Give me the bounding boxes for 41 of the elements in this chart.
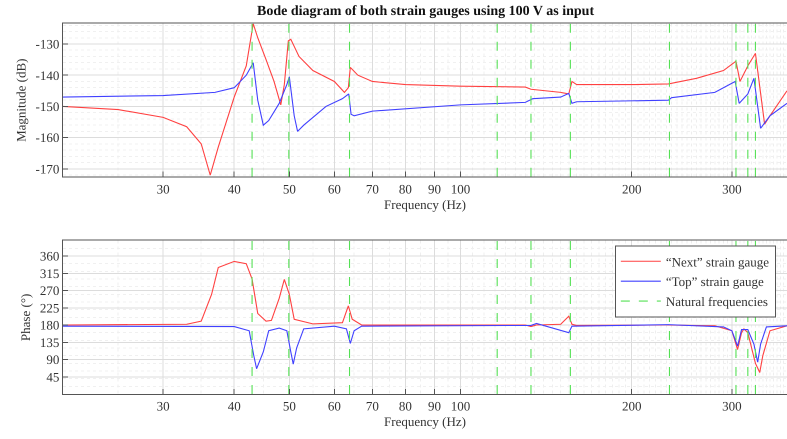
y-tick-label: 180 bbox=[40, 318, 60, 333]
y-tick-label: 315 bbox=[40, 266, 60, 281]
y-tick-label: 135 bbox=[40, 334, 60, 350]
y-tick-label: -140 bbox=[36, 68, 60, 83]
y-tick-label: -170 bbox=[36, 161, 60, 176]
x-tick-label: 90 bbox=[428, 398, 441, 414]
y-tick-label: 270 bbox=[40, 283, 60, 298]
x-tick-label: 80 bbox=[398, 181, 412, 196]
y-tick-label: 225 bbox=[40, 300, 60, 316]
legend-label: “Next” strain gauge bbox=[666, 254, 770, 270]
x-tick-label: 300 bbox=[722, 398, 742, 414]
x-tick-label: 70 bbox=[366, 181, 379, 196]
x-tick-label: 50 bbox=[282, 181, 296, 196]
x-tick-label: 40 bbox=[228, 181, 241, 196]
x-tick-label: 100 bbox=[450, 398, 470, 414]
legend-label: “Top” strain gauge bbox=[666, 274, 764, 290]
x-axis-title: Frequency (Hz) bbox=[384, 196, 466, 212]
x-tick-label: 80 bbox=[398, 398, 412, 414]
y-tick-label: -160 bbox=[36, 130, 60, 146]
y-axis-title: Magnitude (dB) bbox=[14, 58, 29, 142]
x-tick-label: 30 bbox=[156, 398, 170, 414]
y-tick-label: 45 bbox=[46, 369, 60, 384]
x-tick-label: 300 bbox=[722, 181, 742, 196]
x-tick-label: 70 bbox=[366, 398, 379, 414]
legend-label: Natural frequencies bbox=[666, 294, 768, 310]
x-tick-label: 50 bbox=[282, 398, 296, 414]
x-tick-label: 90 bbox=[428, 181, 441, 196]
y-tick-label: -130 bbox=[36, 36, 60, 52]
x-tick-label: 60 bbox=[328, 398, 341, 414]
y-axis-title: Phase (°) bbox=[18, 294, 33, 342]
y-tick-label: 360 bbox=[40, 248, 60, 264]
x-tick-label: 40 bbox=[228, 398, 241, 414]
y-tick-label: 90 bbox=[46, 352, 60, 368]
x-tick-label: 100 bbox=[450, 181, 470, 196]
y-tick-label: -150 bbox=[36, 98, 60, 114]
x-tick-label: 200 bbox=[622, 398, 642, 414]
x-tick-label: 30 bbox=[156, 181, 170, 196]
x-tick-label: 200 bbox=[622, 181, 642, 196]
x-tick-label: 60 bbox=[328, 181, 341, 196]
x-axis-title: Frequency (Hz) bbox=[384, 414, 466, 430]
chart-title: Bode diagram of both strain gauges using 100 V as input bbox=[257, 4, 594, 19]
